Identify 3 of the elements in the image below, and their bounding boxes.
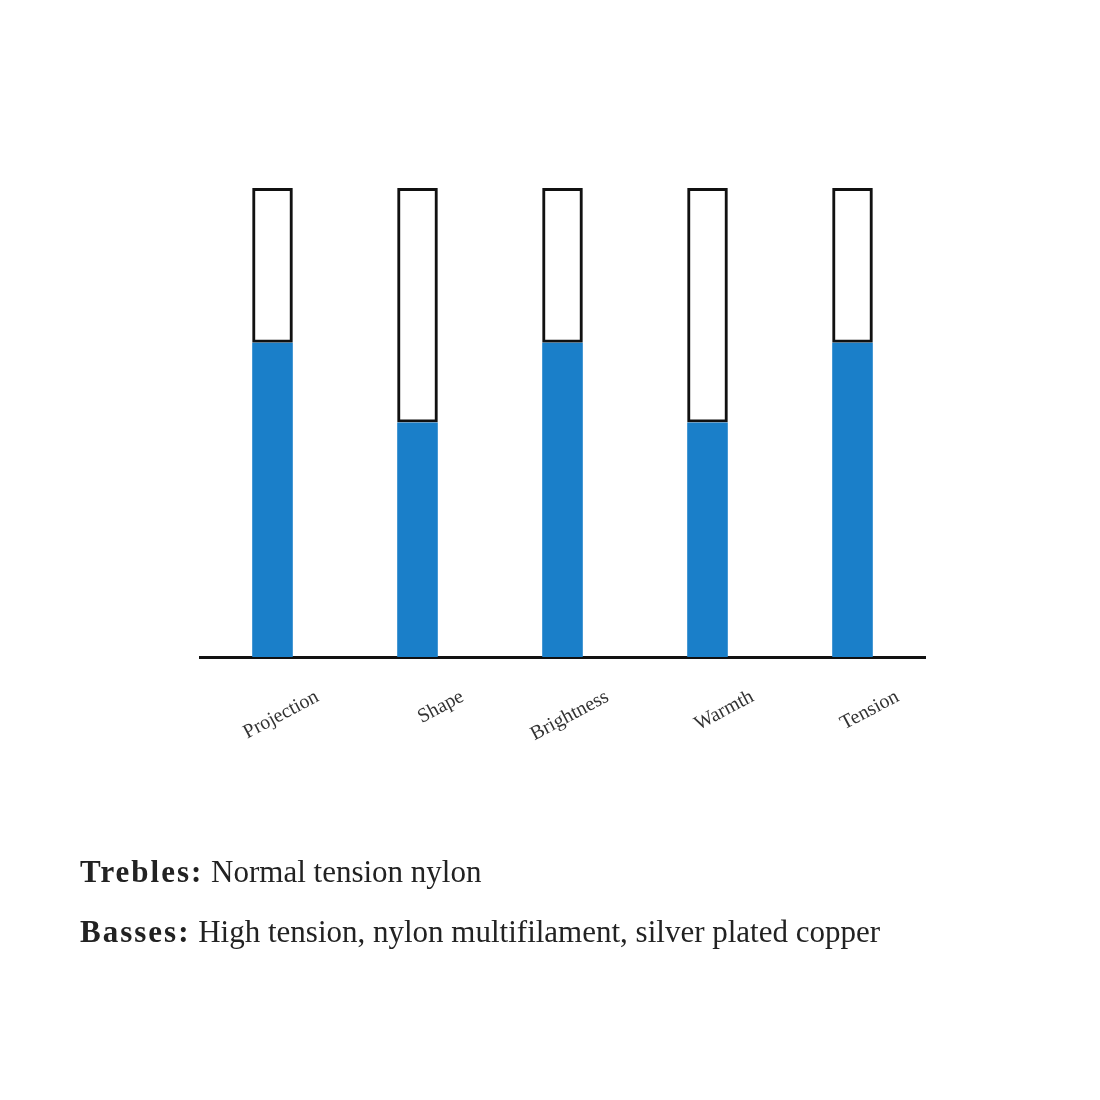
text: Trebles: Normal tension nylon xyxy=(80,854,482,889)
x-tick-label: Shape xyxy=(413,684,468,728)
text: Basses: High tension, nylon multifilament, silver plated copper xyxy=(80,914,881,949)
